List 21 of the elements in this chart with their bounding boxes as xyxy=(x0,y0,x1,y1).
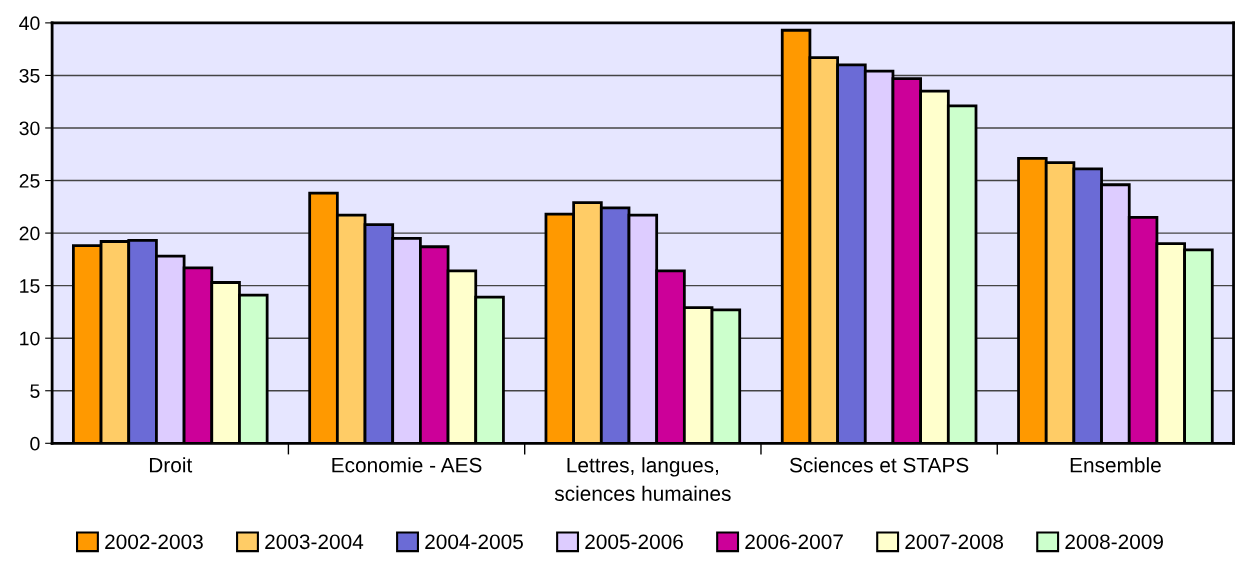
y-tick-label: 30 xyxy=(19,121,40,136)
legend-label: 2007-2008 xyxy=(905,534,1004,550)
y-tick-label: 25 xyxy=(19,174,40,188)
y-tick-label: 35 xyxy=(19,68,40,83)
y-tick-label: 0 xyxy=(30,436,40,451)
legend-label: 2002-2003 xyxy=(105,534,203,550)
x-tick-label: Sciences et STAPS xyxy=(789,457,969,473)
y-tick-label: 5 xyxy=(30,384,40,398)
y-tick-label: 40 xyxy=(19,16,40,31)
y-tick-label: 20 xyxy=(19,226,40,241)
legend-label: 2003-2004 xyxy=(265,534,364,550)
x-tick-label: Economie - AES xyxy=(332,457,482,473)
legend-label: 2008-2009 xyxy=(1065,534,1163,550)
legend-label: 2005-2006 xyxy=(585,534,683,550)
x-tick-label: Ensemble xyxy=(1070,457,1161,473)
y-tick-label: 10 xyxy=(20,331,40,346)
y-tick-label: 15 xyxy=(20,279,40,293)
legend-label: 2004-2005 xyxy=(425,534,523,550)
legend-label: 2006-2007 xyxy=(745,534,843,550)
x-tick-label: Droit xyxy=(149,457,193,473)
x-tick-label: Lettres, langues, sciences humaines xyxy=(554,457,731,501)
